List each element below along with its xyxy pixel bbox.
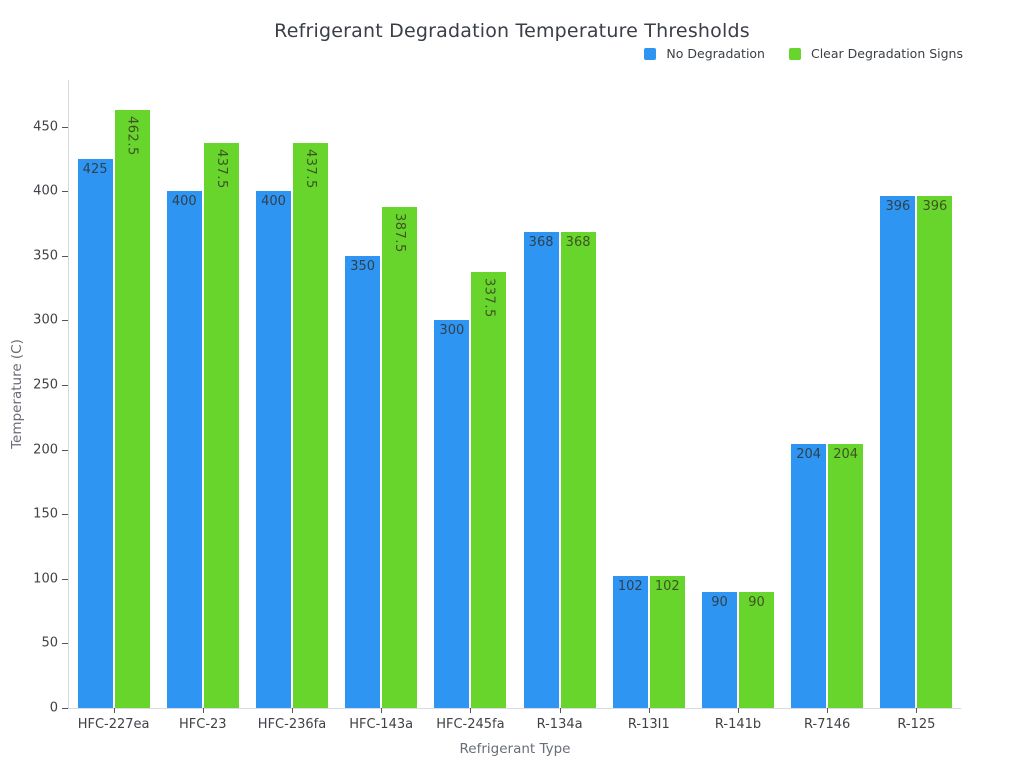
bar-no-degradation-hfc-227ea[interactable]: 425 bbox=[77, 158, 113, 708]
bar-clear-degradation-signs-hfc-143a[interactable]: 387.5 bbox=[382, 207, 418, 708]
bar-value-label: 90 bbox=[711, 594, 728, 610]
y-axis-tick-label: 450 bbox=[33, 119, 58, 135]
bar-value-label: 90 bbox=[748, 594, 765, 610]
x-axis-tick-label: R-141b bbox=[714, 717, 762, 732]
x-axis-tick bbox=[202, 708, 204, 713]
x-axis-tick-label: R-125 bbox=[897, 717, 936, 732]
bar-value-label: 437.5 bbox=[213, 148, 229, 189]
bar-no-degradation-r-134a[interactable]: 368 bbox=[523, 232, 559, 708]
y-axis-tick-label: 250 bbox=[33, 377, 58, 393]
y-axis-tick bbox=[62, 449, 68, 451]
y-axis-tick-label: 0 bbox=[49, 700, 58, 716]
bar-no-degradation-hfc-245fa[interactable]: 300 bbox=[434, 320, 470, 708]
y-axis-tick-label: 400 bbox=[33, 183, 58, 199]
bar-value-label: 102 bbox=[654, 579, 680, 595]
legend-label: Clear Degradation Signs bbox=[810, 46, 963, 61]
bar-no-degradation-hfc-143a[interactable]: 350 bbox=[345, 255, 381, 708]
bar-clear-degradation-signs-r-125[interactable]: 396 bbox=[917, 196, 953, 708]
bar-value-label: 350 bbox=[350, 258, 376, 274]
x-axis-tick-label: HFC-236fa bbox=[257, 717, 327, 732]
bar-value-label: 204 bbox=[833, 447, 859, 463]
y-axis-tick bbox=[62, 191, 68, 193]
x-axis-tick-label: HFC-143a bbox=[349, 717, 414, 732]
bar-clear-degradation-signs-hfc-236fa[interactable]: 437.5 bbox=[293, 142, 328, 708]
bar-value-label: 400 bbox=[171, 194, 197, 210]
bar-clear-degradation-signs-hfc-227ea[interactable]: 462.5 bbox=[114, 110, 150, 708]
bar-value-label: 425 bbox=[82, 161, 108, 177]
legend: No Degradation Clear Degradation Signs bbox=[644, 46, 963, 61]
bar-clear-degradation-signs-r-141b[interactable]: 90 bbox=[739, 591, 774, 708]
x-axis-tick bbox=[916, 708, 918, 713]
bar-value-label: 368 bbox=[565, 235, 591, 251]
x-axis-tick bbox=[381, 708, 383, 713]
bar-value-label: 396 bbox=[922, 199, 948, 215]
bar-no-degradation-r-7146[interactable]: 204 bbox=[791, 444, 827, 708]
bar-value-label: 204 bbox=[796, 447, 822, 463]
bar-clear-degradation-signs-r-7146[interactable]: 204 bbox=[828, 444, 864, 708]
x-axis-tick-label: HFC-23 bbox=[179, 717, 227, 732]
bar-value-label: 387.5 bbox=[392, 213, 408, 253]
bar-clear-degradation-signs-r-134a[interactable]: 368 bbox=[560, 232, 596, 708]
y-axis-tick-label: 50 bbox=[41, 635, 58, 651]
y-axis-tick bbox=[62, 643, 68, 645]
y-axis-tick-label: 300 bbox=[33, 312, 58, 328]
y-axis-tick bbox=[62, 126, 68, 128]
y-axis-tick-label: 100 bbox=[33, 571, 58, 587]
x-axis-tick-label: HFC-227ea bbox=[77, 717, 150, 732]
bar-value-label: 102 bbox=[617, 579, 643, 595]
bar-no-degradation-r-13i1[interactable]: 102 bbox=[612, 576, 648, 708]
x-axis-tick bbox=[648, 708, 650, 713]
x-axis-tick bbox=[827, 708, 829, 713]
x-axis-tick bbox=[113, 708, 115, 713]
bar-no-degradation-r-141b[interactable]: 90 bbox=[702, 591, 737, 708]
bar-value-label: 462.5 bbox=[124, 116, 140, 157]
y-axis-tick bbox=[62, 384, 68, 386]
y-axis-tick bbox=[62, 578, 68, 580]
y-axis-tick bbox=[62, 255, 68, 257]
x-axis-tick-label: R-13I1 bbox=[627, 717, 670, 732]
plot-area: Temperature (C) Refrigerant Type 0 50 100 1… bbox=[9, 80, 961, 757]
x-axis-tick-label: R-134a bbox=[536, 717, 583, 732]
bar-value-label: 368 bbox=[528, 235, 554, 251]
legend-label: No Degradation bbox=[666, 46, 765, 61]
x-axis-tick bbox=[738, 708, 739, 713]
y-axis-tick-label: 200 bbox=[33, 442, 58, 458]
y-axis-title: Temperature (C) bbox=[9, 339, 25, 449]
y-axis-tick-label: 350 bbox=[33, 248, 58, 264]
y-axis-tick bbox=[62, 514, 68, 516]
y-axis-tick bbox=[62, 320, 68, 322]
x-axis-tick-label: R-7146 bbox=[804, 717, 851, 732]
bar-clear-degradation-signs-hfc-245fa[interactable]: 337.5 bbox=[471, 271, 507, 708]
bar-no-degradation-r-125[interactable]: 396 bbox=[880, 196, 916, 708]
bar-value-label: 337.5 bbox=[481, 277, 497, 318]
legend-item-clear-degradation-signs[interactable]: Clear Degradation Signs bbox=[788, 46, 963, 61]
legend-swatch-no-degradation bbox=[644, 47, 657, 60]
bar-value-label: 396 bbox=[885, 199, 911, 215]
x-axis-tick bbox=[292, 708, 293, 713]
legend-item-no-degradation[interactable]: No Degradation bbox=[644, 46, 765, 61]
bar-clear-degradation-signs-hfc-23[interactable]: 437.5 bbox=[203, 142, 239, 708]
bar-clear-degradation-signs-r-13i1[interactable]: 102 bbox=[649, 576, 685, 708]
y-axis-tick bbox=[62, 708, 68, 709]
bar-no-degradation-hfc-236fa[interactable]: 400 bbox=[256, 191, 291, 708]
bar-value-label: 400 bbox=[261, 194, 286, 210]
bar-value-label: 300 bbox=[439, 323, 465, 339]
x-axis-tick bbox=[559, 708, 561, 713]
bar-no-degradation-hfc-23[interactable]: 400 bbox=[166, 191, 202, 708]
bar-value-label: 437.5 bbox=[303, 148, 318, 189]
y-axis-tick-label: 150 bbox=[33, 506, 58, 522]
x-axis-title: Refrigerant Type bbox=[459, 741, 571, 757]
legend-swatch-clear-degradation-signs bbox=[788, 47, 801, 60]
x-axis-tick-label: HFC-245fa bbox=[436, 717, 505, 732]
x-axis-tick bbox=[470, 708, 472, 713]
chart-title: Refrigerant Degradation Temperature Thre… bbox=[274, 20, 750, 42]
